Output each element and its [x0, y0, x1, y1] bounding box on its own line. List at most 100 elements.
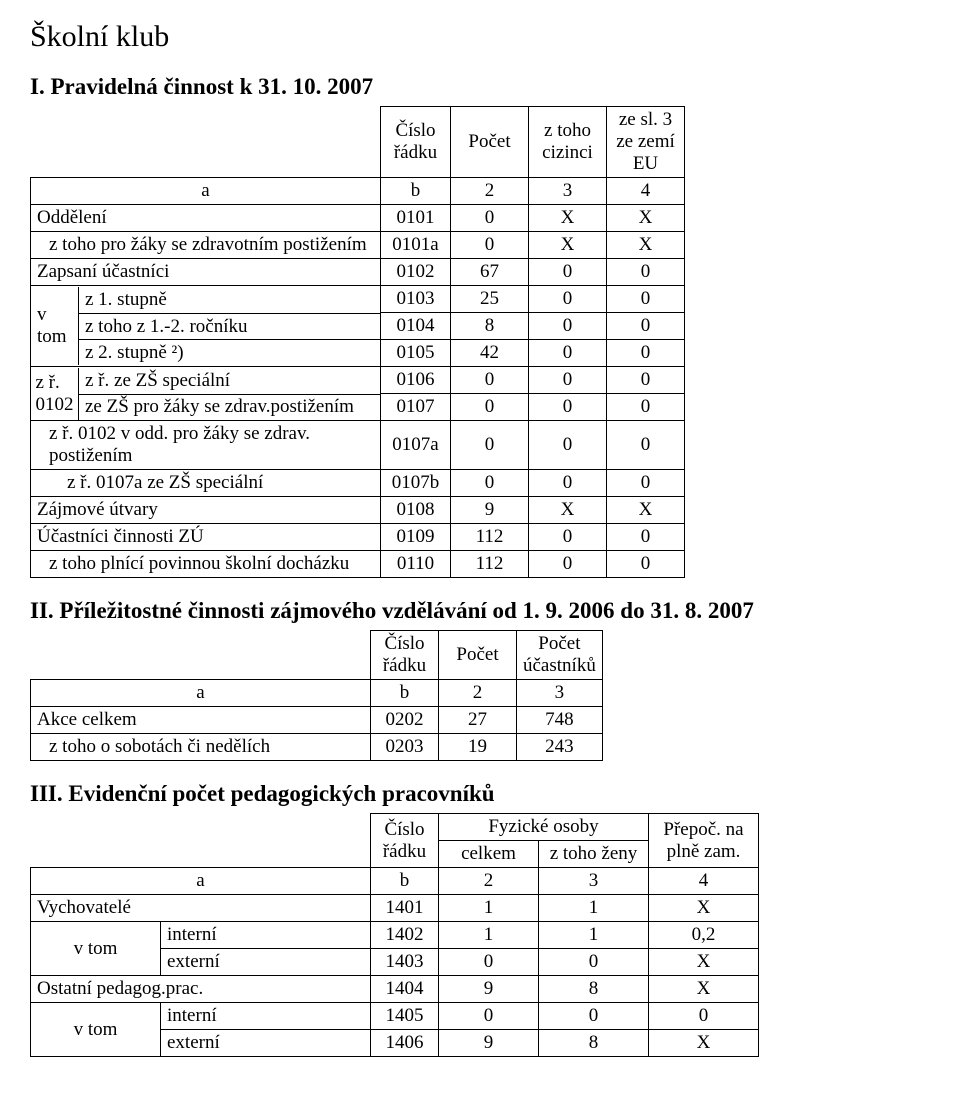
row-val: X	[607, 205, 685, 232]
row-code: 1403	[371, 949, 439, 976]
row-val: 0	[607, 313, 685, 340]
row-val: X	[649, 1030, 759, 1057]
row-val: 9	[439, 1030, 539, 1057]
sub-a: a	[31, 178, 381, 205]
row-val: 1	[539, 922, 649, 949]
row-label: z 2. stupně ²)	[79, 339, 380, 365]
row-val: 27	[439, 707, 517, 734]
section2-title: II. Příležitostné činnosti zájmového vzd…	[30, 598, 930, 624]
row-val: X	[607, 497, 685, 524]
col-fyz: Fyzické osoby	[439, 814, 649, 841]
row-val: 0	[529, 394, 607, 421]
row-val: 0	[529, 470, 607, 497]
row-val: X	[529, 232, 607, 259]
row-label: Ostatní pedagog.prac.	[31, 976, 371, 1003]
row-val: X	[529, 205, 607, 232]
sub-a: a	[31, 680, 371, 707]
row-val: 0	[607, 421, 685, 470]
row-label: z ř. 0107a ze ZŠ speciální	[31, 470, 381, 497]
row-val: 25	[451, 286, 529, 313]
row-code: 0107b	[381, 470, 451, 497]
sub-4: 4	[649, 868, 759, 895]
row-val: 0	[451, 232, 529, 259]
row-val: X	[649, 949, 759, 976]
row-val: 0	[529, 259, 607, 286]
row-label: z ř. 0102 v odd. pro žáky se zdrav. post…	[31, 421, 381, 470]
col-code: Číslo řádku	[381, 107, 451, 178]
row-val: 0	[529, 286, 607, 313]
row-code: 0101	[381, 205, 451, 232]
row-code: 0105	[381, 340, 451, 367]
sub-3: 3	[539, 868, 649, 895]
row-code: 0103	[381, 286, 451, 313]
col-fyz-celkem: celkem	[439, 841, 539, 868]
sub-a: a	[31, 868, 371, 895]
row-val: 0	[451, 367, 529, 394]
section3-title: III. Evidenční počet pedagogických praco…	[30, 781, 930, 807]
row-label: externí	[161, 1030, 371, 1057]
row-val: 0	[607, 394, 685, 421]
sub-3: 3	[529, 178, 607, 205]
sub-2: 2	[451, 178, 529, 205]
row-val: 0	[529, 551, 607, 578]
table-section1: Číslo řádku Počet z toho cizinci ze sl. …	[30, 106, 685, 578]
row-code: 0104	[381, 313, 451, 340]
row-code: 0202	[371, 707, 439, 734]
row-label: z 1. stupně	[79, 287, 380, 313]
row-code: 0107	[381, 394, 451, 421]
row-val: X	[529, 497, 607, 524]
col-fyz-zeny: z toho ženy	[539, 841, 649, 868]
row-code: 1401	[371, 895, 439, 922]
row-code: 0110	[381, 551, 451, 578]
sub-b: b	[381, 178, 451, 205]
row-label: z toho plnící povinnou školní docházku	[31, 551, 381, 578]
header-blank	[31, 814, 371, 841]
header-blank	[31, 841, 371, 868]
row-val: 8	[539, 976, 649, 1003]
row-label: z toho o sobotách či nedělích	[31, 734, 371, 761]
row-val: 0	[607, 340, 685, 367]
table-section3: Číslo řádku Fyzické osoby Přepoč. na pln…	[30, 813, 759, 1057]
row-val: 0	[539, 1003, 649, 1030]
row-label: interní	[161, 922, 371, 949]
row-val: 0	[529, 313, 607, 340]
row-val: 0	[607, 286, 685, 313]
row-val: X	[649, 895, 759, 922]
row-val: 0	[439, 1003, 539, 1030]
col-code: Číslo řádku	[371, 814, 439, 868]
col-code: Číslo řádku	[371, 631, 439, 680]
doc-title: Školní klub	[30, 20, 930, 54]
row-val: 0	[607, 551, 685, 578]
sub-2: 2	[439, 868, 539, 895]
row-val: 0	[451, 205, 529, 232]
row-val: 0	[529, 524, 607, 551]
row-val: 0	[649, 1003, 759, 1030]
row-val: 8	[451, 313, 529, 340]
row-label: Oddělení	[31, 205, 381, 232]
row-label: z toho pro žáky se zdravotním postižením	[31, 232, 381, 259]
row-val: 243	[517, 734, 603, 761]
col-part: Počet účastníků	[517, 631, 603, 680]
sub-4: 4	[607, 178, 685, 205]
row-val: 0	[439, 949, 539, 976]
row-val: 67	[451, 259, 529, 286]
row-code: 1406	[371, 1030, 439, 1057]
row-val: 1	[539, 895, 649, 922]
row-code: 0106	[381, 367, 451, 394]
col-count: Počet	[439, 631, 517, 680]
row-label: Účastníci činnosti ZÚ	[31, 524, 381, 551]
row-val: 0	[529, 421, 607, 470]
vtom-label: v tom	[31, 1003, 161, 1057]
row-val: 19	[439, 734, 517, 761]
row-val: 0	[607, 470, 685, 497]
table-section2: Číslo řádku Počet Počet účastníků a b 2 …	[30, 630, 603, 761]
row-val: 0	[607, 524, 685, 551]
row-code: 0203	[371, 734, 439, 761]
row-val: 112	[451, 551, 529, 578]
row-val: 0	[607, 367, 685, 394]
row-val: 0	[451, 470, 529, 497]
zr-label: z ř. 0102	[31, 368, 79, 420]
row-val: 1	[439, 922, 539, 949]
col-count: Počet	[451, 107, 529, 178]
row-val: 0	[451, 421, 529, 470]
